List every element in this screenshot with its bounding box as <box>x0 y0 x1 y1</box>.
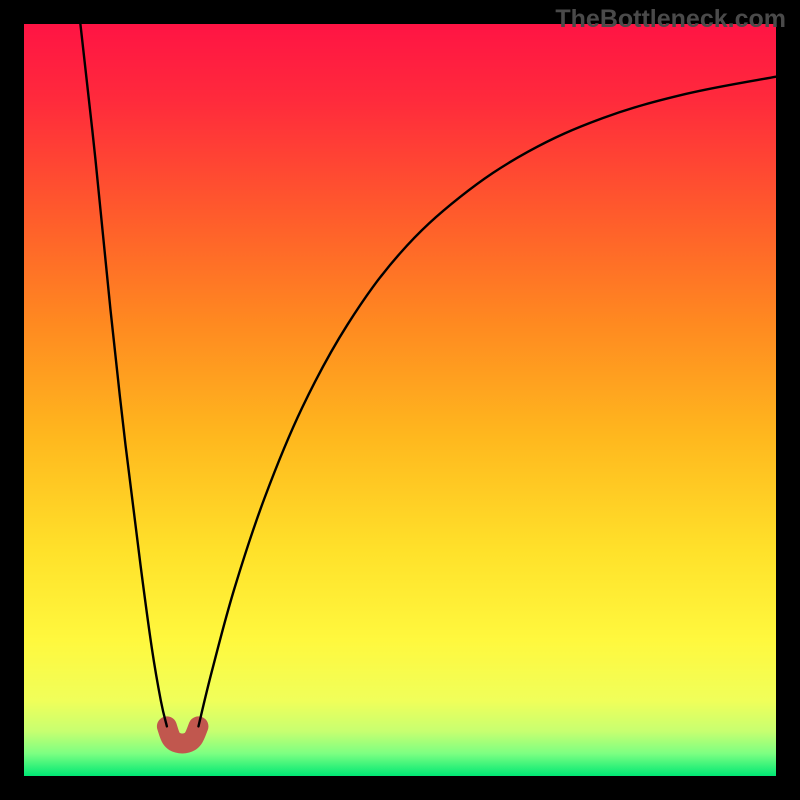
curve-right-branch <box>198 77 776 727</box>
curve-left-branch <box>80 24 166 726</box>
watermark-text: TheBottleneck.com <box>555 5 786 34</box>
curve-dip <box>167 726 199 743</box>
plot-area <box>24 24 776 776</box>
chart-stage: TheBottleneck.com <box>0 0 800 800</box>
bottleneck-curve <box>24 24 776 776</box>
